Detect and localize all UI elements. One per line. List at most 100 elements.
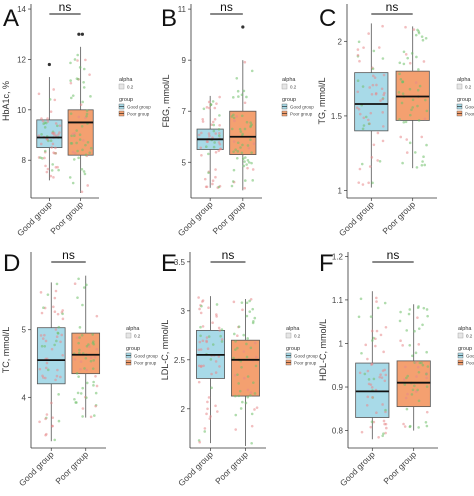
jitter-point [382,419,386,423]
box-poor-group [67,32,94,194]
jitter-point [234,428,238,431]
jitter-point [372,143,376,147]
jitter-point [358,112,362,116]
jitter-point [405,329,409,332]
box-good-group [355,291,390,440]
jitter-point [235,76,239,80]
jitter-point [207,132,211,135]
jitter-point [238,389,242,393]
jitter-point [420,361,423,365]
jitter-point [81,303,84,307]
y-axis-title: TG, mmol/L [317,77,327,124]
jitter-point [404,396,408,400]
jitter-point [370,420,374,424]
jitter-point [91,341,95,345]
jitter-point [246,388,250,392]
jitter-point [61,353,65,357]
jitter-point [381,24,384,28]
jitter-point [232,140,236,143]
legend-alpha-value: 0.2 [465,84,472,89]
box-good-group [354,23,389,188]
legend-alpha-title: alpha [126,326,140,332]
jitter-point [364,115,368,119]
jitter-point [231,96,235,99]
jitter-point [69,96,73,100]
jitter-point [416,104,419,108]
jitter-point [220,338,224,341]
jitter-point [199,334,202,338]
jitter-point [53,98,57,102]
jitter-point [383,422,386,426]
jitter-point [218,329,222,332]
jitter-point [73,58,77,61]
box-iqr [396,360,431,408]
jitter-point [71,132,75,136]
jitter-point [362,46,365,49]
jitter-point [205,140,209,143]
jitter-point [77,351,81,355]
jitter-point [75,141,78,145]
jitter-point [39,156,42,159]
jitter-point [52,151,55,154]
jitter-point [404,25,407,29]
y-tick-label: 0.8 [332,427,344,436]
jitter-point [360,351,363,355]
jitter-point [61,317,65,321]
y-tick-label: 0.9 [332,383,344,392]
jitter-point [211,120,215,124]
jitter-point [372,74,375,78]
jitter-point [212,145,216,149]
jitter-point [43,333,46,337]
jitter-point [398,72,401,76]
jitter-point [85,283,88,287]
x-category-label: Good group [176,199,215,238]
jitter-point [236,141,240,145]
jitter-point [372,49,376,53]
jitter-point [45,361,49,365]
jitter-point [49,174,53,178]
x-category-label: Good group [338,449,377,488]
jitter-point [91,333,94,336]
jitter-point [71,94,75,97]
jitter-point [370,363,373,366]
jitter-point [39,334,43,337]
box-iqr [354,72,389,132]
jitter-point [43,126,47,129]
jitter-point [52,305,55,309]
jitter-point [402,50,406,54]
significance-label: ns [386,0,399,14]
jitter-point [357,40,361,44]
jitter-point [50,401,53,405]
y-tick-label: 1 [339,339,344,348]
y-axis-title: TC, mmol/L [1,327,11,374]
jitter-point [381,97,385,101]
jitter-point [52,176,55,179]
jitter-point [364,343,368,347]
jitter-point [44,366,48,370]
jitter-point [40,117,43,120]
legend-group-item: Poor group [134,360,157,365]
jitter-point [85,109,89,112]
jitter-point [361,183,365,186]
jitter-point [410,108,413,112]
jitter-point [218,134,221,138]
jitter-point [215,313,218,316]
jitter-point [77,375,80,378]
y-tick-label: 5 [22,326,27,335]
jitter-point [55,374,59,378]
x-category-label: Good group [17,449,56,488]
jitter-point [249,394,252,397]
y-tick-label: 10 [17,106,26,115]
jitter-point [53,438,57,442]
legend-alpha-value: 0.2 [134,333,141,338]
jitter-point [212,129,216,133]
jitter-point [413,151,417,154]
legend-group-title: group [119,97,133,103]
jitter-point [356,48,360,51]
jitter-point [44,376,47,380]
legend-key-alpha [118,83,125,90]
